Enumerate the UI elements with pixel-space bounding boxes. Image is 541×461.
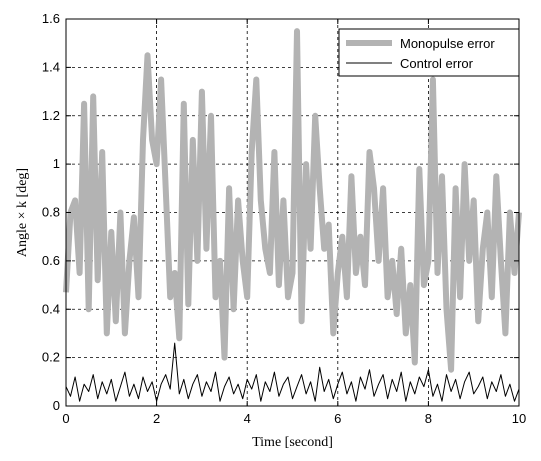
y-tick-label: 0 bbox=[53, 398, 60, 413]
y-tick-label: 0.4 bbox=[42, 301, 60, 316]
series-line-monopulse-error bbox=[63, 28, 522, 373]
legend-label-monopulse-error: Monopulse error bbox=[400, 36, 495, 51]
y-tick-label: 1.2 bbox=[42, 108, 60, 123]
y-tick-label: 0.2 bbox=[42, 350, 60, 365]
legend-box bbox=[338, 28, 520, 77]
axis-ticks: 0 2 4 6 8 10 0 0.2 0.4 0.6 0.8 1 1.2 1.4 1.6 bbox=[42, 11, 526, 426]
y-tick-label: 0.8 bbox=[42, 205, 60, 220]
x-tick-label: 4 bbox=[244, 411, 251, 426]
x-tick-label: 2 bbox=[153, 411, 160, 426]
y-axis-title: Angle × k [deg] bbox=[15, 168, 30, 257]
y-tick-label: 1 bbox=[53, 156, 60, 171]
x-axis-title: Time [second] bbox=[252, 435, 333, 450]
x-tick-label: 0 bbox=[62, 411, 69, 426]
series-line-control-error bbox=[65, 342, 520, 402]
legend-label-control-error: Control error bbox=[400, 56, 474, 71]
legend: Monopulse error Control error bbox=[338, 28, 520, 77]
y-tick-label: 1.4 bbox=[42, 59, 60, 74]
y-tick-label: 1.6 bbox=[42, 11, 60, 26]
x-tick-label: 10 bbox=[512, 411, 526, 426]
series-lines bbox=[63, 28, 522, 402]
x-tick-label: 8 bbox=[425, 411, 432, 426]
x-tick-label: 6 bbox=[334, 411, 341, 426]
y-tick-label: 0.6 bbox=[42, 253, 60, 268]
